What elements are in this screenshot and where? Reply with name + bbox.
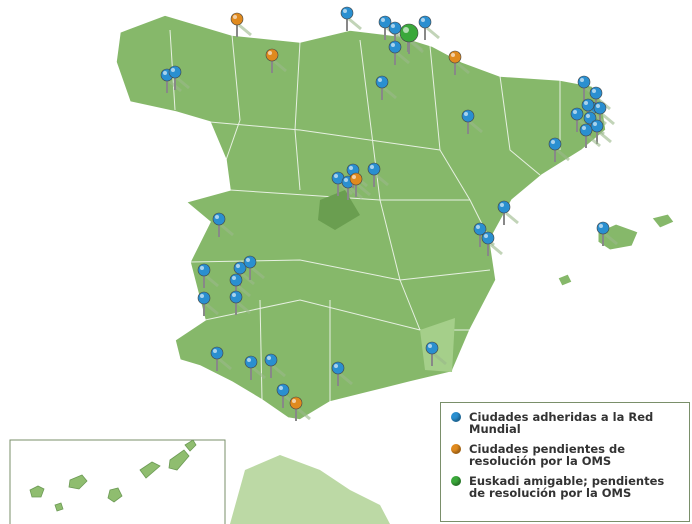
pin bbox=[210, 346, 232, 371]
pin bbox=[289, 396, 311, 421]
legend-item: Ciudades adheridas a la Red Mundial bbox=[447, 411, 683, 435]
africa bbox=[230, 455, 390, 524]
pin bbox=[596, 221, 618, 246]
balearic bbox=[557, 213, 675, 287]
pin bbox=[548, 137, 570, 162]
pin bbox=[481, 231, 503, 256]
legend-marker bbox=[451, 476, 461, 486]
canary-inset bbox=[9, 439, 226, 524]
legend-label: Ciudades adheridas a la Red Mundial bbox=[469, 410, 654, 436]
pin bbox=[590, 119, 612, 144]
pin bbox=[579, 123, 601, 148]
pin bbox=[331, 361, 353, 386]
pin bbox=[418, 15, 440, 40]
legend-item: Ciudades pendientes de resolución por la… bbox=[447, 443, 683, 467]
legend-item: Euskadi amigable; pendientes de resoluci… bbox=[447, 475, 683, 499]
pin bbox=[375, 75, 397, 100]
pin bbox=[212, 212, 234, 237]
legend-label: Ciudades pendientes de resolución por la… bbox=[469, 442, 625, 468]
pin bbox=[229, 273, 251, 298]
pin bbox=[229, 290, 251, 315]
pin bbox=[230, 12, 252, 37]
pin bbox=[244, 355, 266, 380]
spain bbox=[115, 14, 607, 421]
pin bbox=[265, 48, 287, 73]
legend-label: Euskadi amigable; pendientes de resoluci… bbox=[469, 474, 665, 500]
pin bbox=[331, 171, 353, 196]
pin bbox=[197, 291, 219, 316]
pin bbox=[197, 263, 219, 288]
pins bbox=[160, 6, 618, 421]
pin bbox=[399, 23, 424, 54]
pin bbox=[497, 200, 519, 225]
pin bbox=[367, 162, 389, 187]
pin bbox=[340, 6, 362, 31]
legend-marker bbox=[451, 444, 461, 454]
madrid bbox=[318, 190, 360, 230]
pin bbox=[264, 353, 286, 378]
canary-islands bbox=[29, 439, 197, 512]
legend-marker bbox=[451, 412, 461, 422]
pin bbox=[425, 341, 447, 366]
pin bbox=[349, 172, 371, 197]
pin bbox=[168, 65, 190, 90]
legend: Ciudades adheridas a la Red Mundial Ciuda… bbox=[440, 402, 690, 522]
pin bbox=[461, 109, 483, 134]
pin bbox=[448, 50, 470, 75]
pin bbox=[388, 40, 410, 65]
pin bbox=[243, 255, 265, 280]
